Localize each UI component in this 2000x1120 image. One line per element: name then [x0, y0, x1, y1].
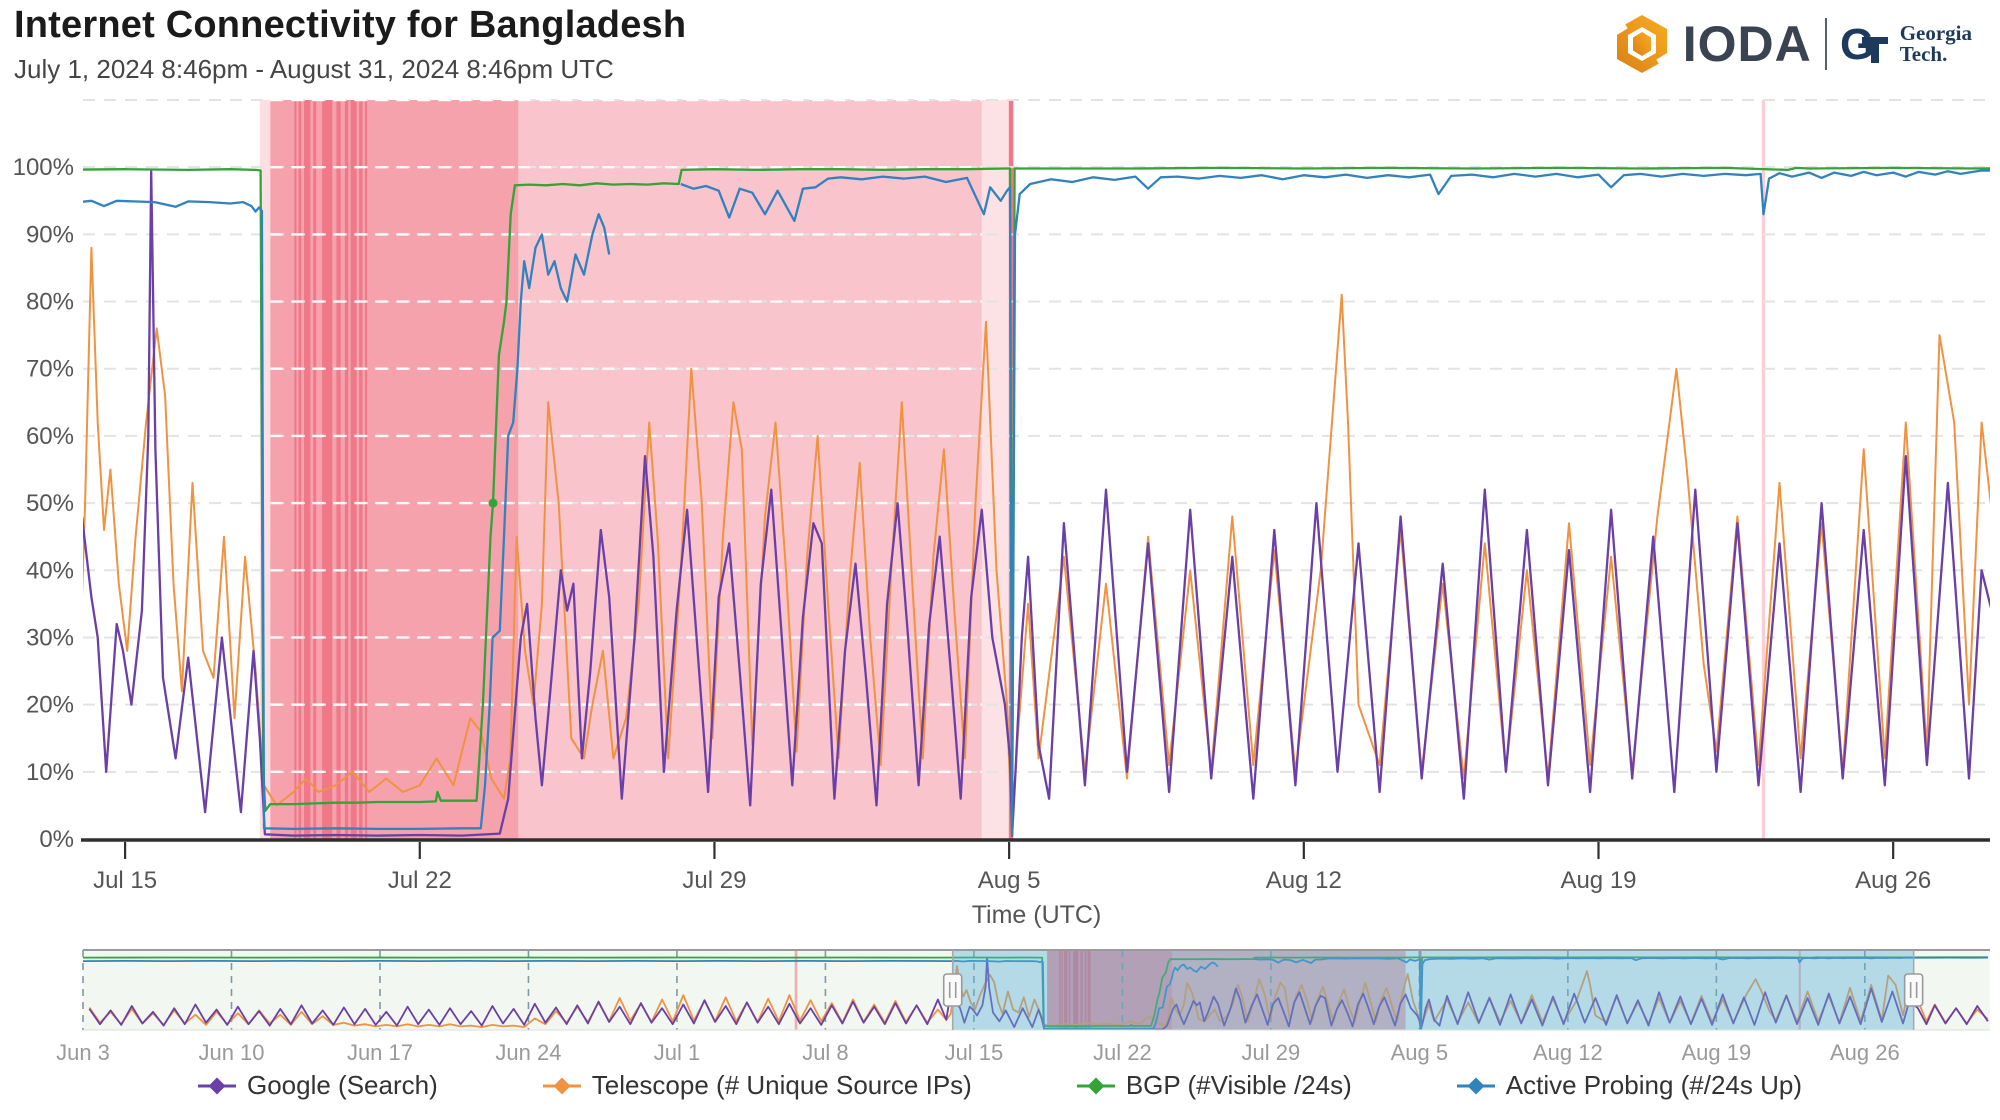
gt-mark-icon: G [1840, 21, 1888, 67]
x-axis-title: Time (UTC) [972, 901, 1102, 929]
nav-alert-stripe [1080, 950, 1083, 1030]
nav-alert-stripe [1068, 950, 1071, 1030]
brush-handle-left[interactable] [942, 950, 963, 1030]
legend-item-telescope[interactable]: Telescope (# Unique Source IPs) [542, 1070, 972, 1101]
nav-tick-label: Aug 19 [1681, 1040, 1751, 1065]
legend-item-probing[interactable]: Active Probing (#/24s Up) [1456, 1070, 1802, 1101]
logo-group: IODA G Georgia Tech. [1614, 14, 1972, 74]
alert-stripe [359, 100, 363, 839]
bgp-recovery-point[interactable] [488, 498, 498, 508]
legend-item-bgp[interactable]: BGP (#Visible /24s) [1076, 1070, 1352, 1101]
alert-band [981, 100, 1009, 839]
alert-stripe [313, 100, 317, 839]
legend-item-google[interactable]: Google (Search) [197, 1070, 438, 1101]
y-tick-label: 20% [26, 692, 74, 719]
nav-alert-band [1798, 950, 1801, 1030]
google-series-marker-icon [197, 1077, 236, 1094]
series-line-4 [83, 169, 1990, 835]
series-line-3 [83, 166, 1990, 836]
y-tick-label: 60% [26, 423, 74, 450]
alert-stripe [344, 100, 349, 839]
nav-tick-label: Jul 15 [945, 1040, 1004, 1065]
x-tick-label: Jul 29 [682, 867, 746, 894]
nav-tick-label: Jul 22 [1093, 1040, 1152, 1065]
y-tick-label: 50% [26, 490, 74, 517]
header: Internet Connectivity for Bangladesh Jul… [14, 4, 686, 85]
nav-tick-label: Aug 12 [1533, 1040, 1603, 1065]
nav-tick-label: Aug 5 [1391, 1040, 1449, 1065]
bgp-series-marker-icon [1076, 1077, 1115, 1094]
nav-tick-label: Jun 10 [198, 1040, 264, 1065]
y-tick-label: 0% [39, 826, 74, 853]
nav-alert-stripe [1073, 950, 1079, 1030]
gt-wordmark: Georgia Tech. [1899, 20, 1972, 66]
series-line-1 [83, 169, 1990, 837]
timeline-navigator[interactable]: Jun 3 Jun 10 Jun 17 Jun 24 Jul 1 Jul 8 Jul 15 J… [56, 949, 1990, 1065]
nav-alert-band [794, 950, 798, 1030]
page-title: Internet Connectivity for Bangladesh [14, 4, 687, 46]
y-axis: 0% 10% 20% 30% 40% 50% 60% 70% 80% 90% 100% [13, 154, 74, 853]
y-tick-label: 10% [26, 759, 74, 786]
probing-series-marker-icon [1456, 1077, 1495, 1094]
gridlines [83, 98, 1990, 774]
ioda-logo-icon [1614, 15, 1670, 73]
telescope-series-marker-icon [542, 1077, 581, 1094]
alert-band [270, 100, 519, 839]
nav-alert-stripe [1061, 950, 1063, 1030]
nav-tick-label: Jul 29 [1242, 1040, 1301, 1065]
brush-selection[interactable] [952, 950, 1914, 1030]
x-axis: Jul 15 Jul 22 Jul 29 Aug 5 Aug 12 Aug 19 Aug 2… [81, 838, 1990, 929]
nav-tick-label: Jul 8 [802, 1040, 848, 1065]
logo-divider [1824, 18, 1827, 70]
nav-series-lines [82, 956, 1989, 1031]
nav-alert-stripe [1064, 950, 1068, 1030]
x-tick-label: Jul 15 [93, 867, 157, 894]
y-tick-label: 80% [26, 289, 74, 316]
alert-band [1761, 100, 1766, 839]
alert-stripe [365, 100, 368, 839]
nav-tick-label: Jun 3 [56, 1040, 110, 1065]
x-tick-label: Jul 22 [388, 867, 452, 894]
alert-band [259, 100, 271, 839]
nav-alert-band [1047, 950, 1173, 1030]
series-lines [83, 166, 1990, 837]
brush-handle-right[interactable] [1903, 950, 1924, 1030]
nav-alert-stripe [1084, 950, 1087, 1030]
y-tick-label: 70% [26, 356, 74, 383]
alert-stripe [336, 100, 341, 839]
legend: Google (Search) Telescope (# Unique Sour… [0, 1070, 2000, 1101]
nav-tick-label: Aug 26 [1830, 1040, 1900, 1065]
alert-stripe [304, 100, 311, 839]
alert-stripe [322, 100, 333, 839]
y-tick-label: 100% [13, 154, 74, 181]
georgia-tech-logo: G Georgia Tech. [1840, 21, 1972, 67]
nav-tick-label: Jul 1 [654, 1040, 700, 1065]
nav-alert-stripe [1059, 950, 1061, 1030]
y-tick-label: 90% [26, 221, 74, 248]
ioda-logo-text: IODA [1682, 16, 1812, 72]
nav-tick-label: Jun 24 [495, 1040, 561, 1065]
y-tick-label: 30% [26, 624, 74, 651]
alert-stripe [350, 100, 357, 839]
nav-tick-label: Jun 17 [347, 1040, 413, 1065]
x-tick-label: Aug 26 [1855, 867, 1931, 894]
nav-alert-stripe [1087, 950, 1091, 1030]
x-tick-label: Aug 19 [1560, 867, 1636, 894]
date-range: July 1, 2024 8:46pm - August 31, 2024 8:… [14, 54, 614, 84]
alert-stripe [298, 100, 302, 839]
connectivity-chart[interactable]: Jul 15 Jul 22 Jul 29 Aug 5 Aug 12 Aug 19 Aug 2… [0, 70, 2000, 1070]
y-tick-label: 40% [26, 557, 74, 584]
x-tick-label: Aug 12 [1266, 867, 1342, 894]
alert-stripe [294, 100, 297, 839]
x-tick-label: Aug 5 [978, 867, 1041, 894]
